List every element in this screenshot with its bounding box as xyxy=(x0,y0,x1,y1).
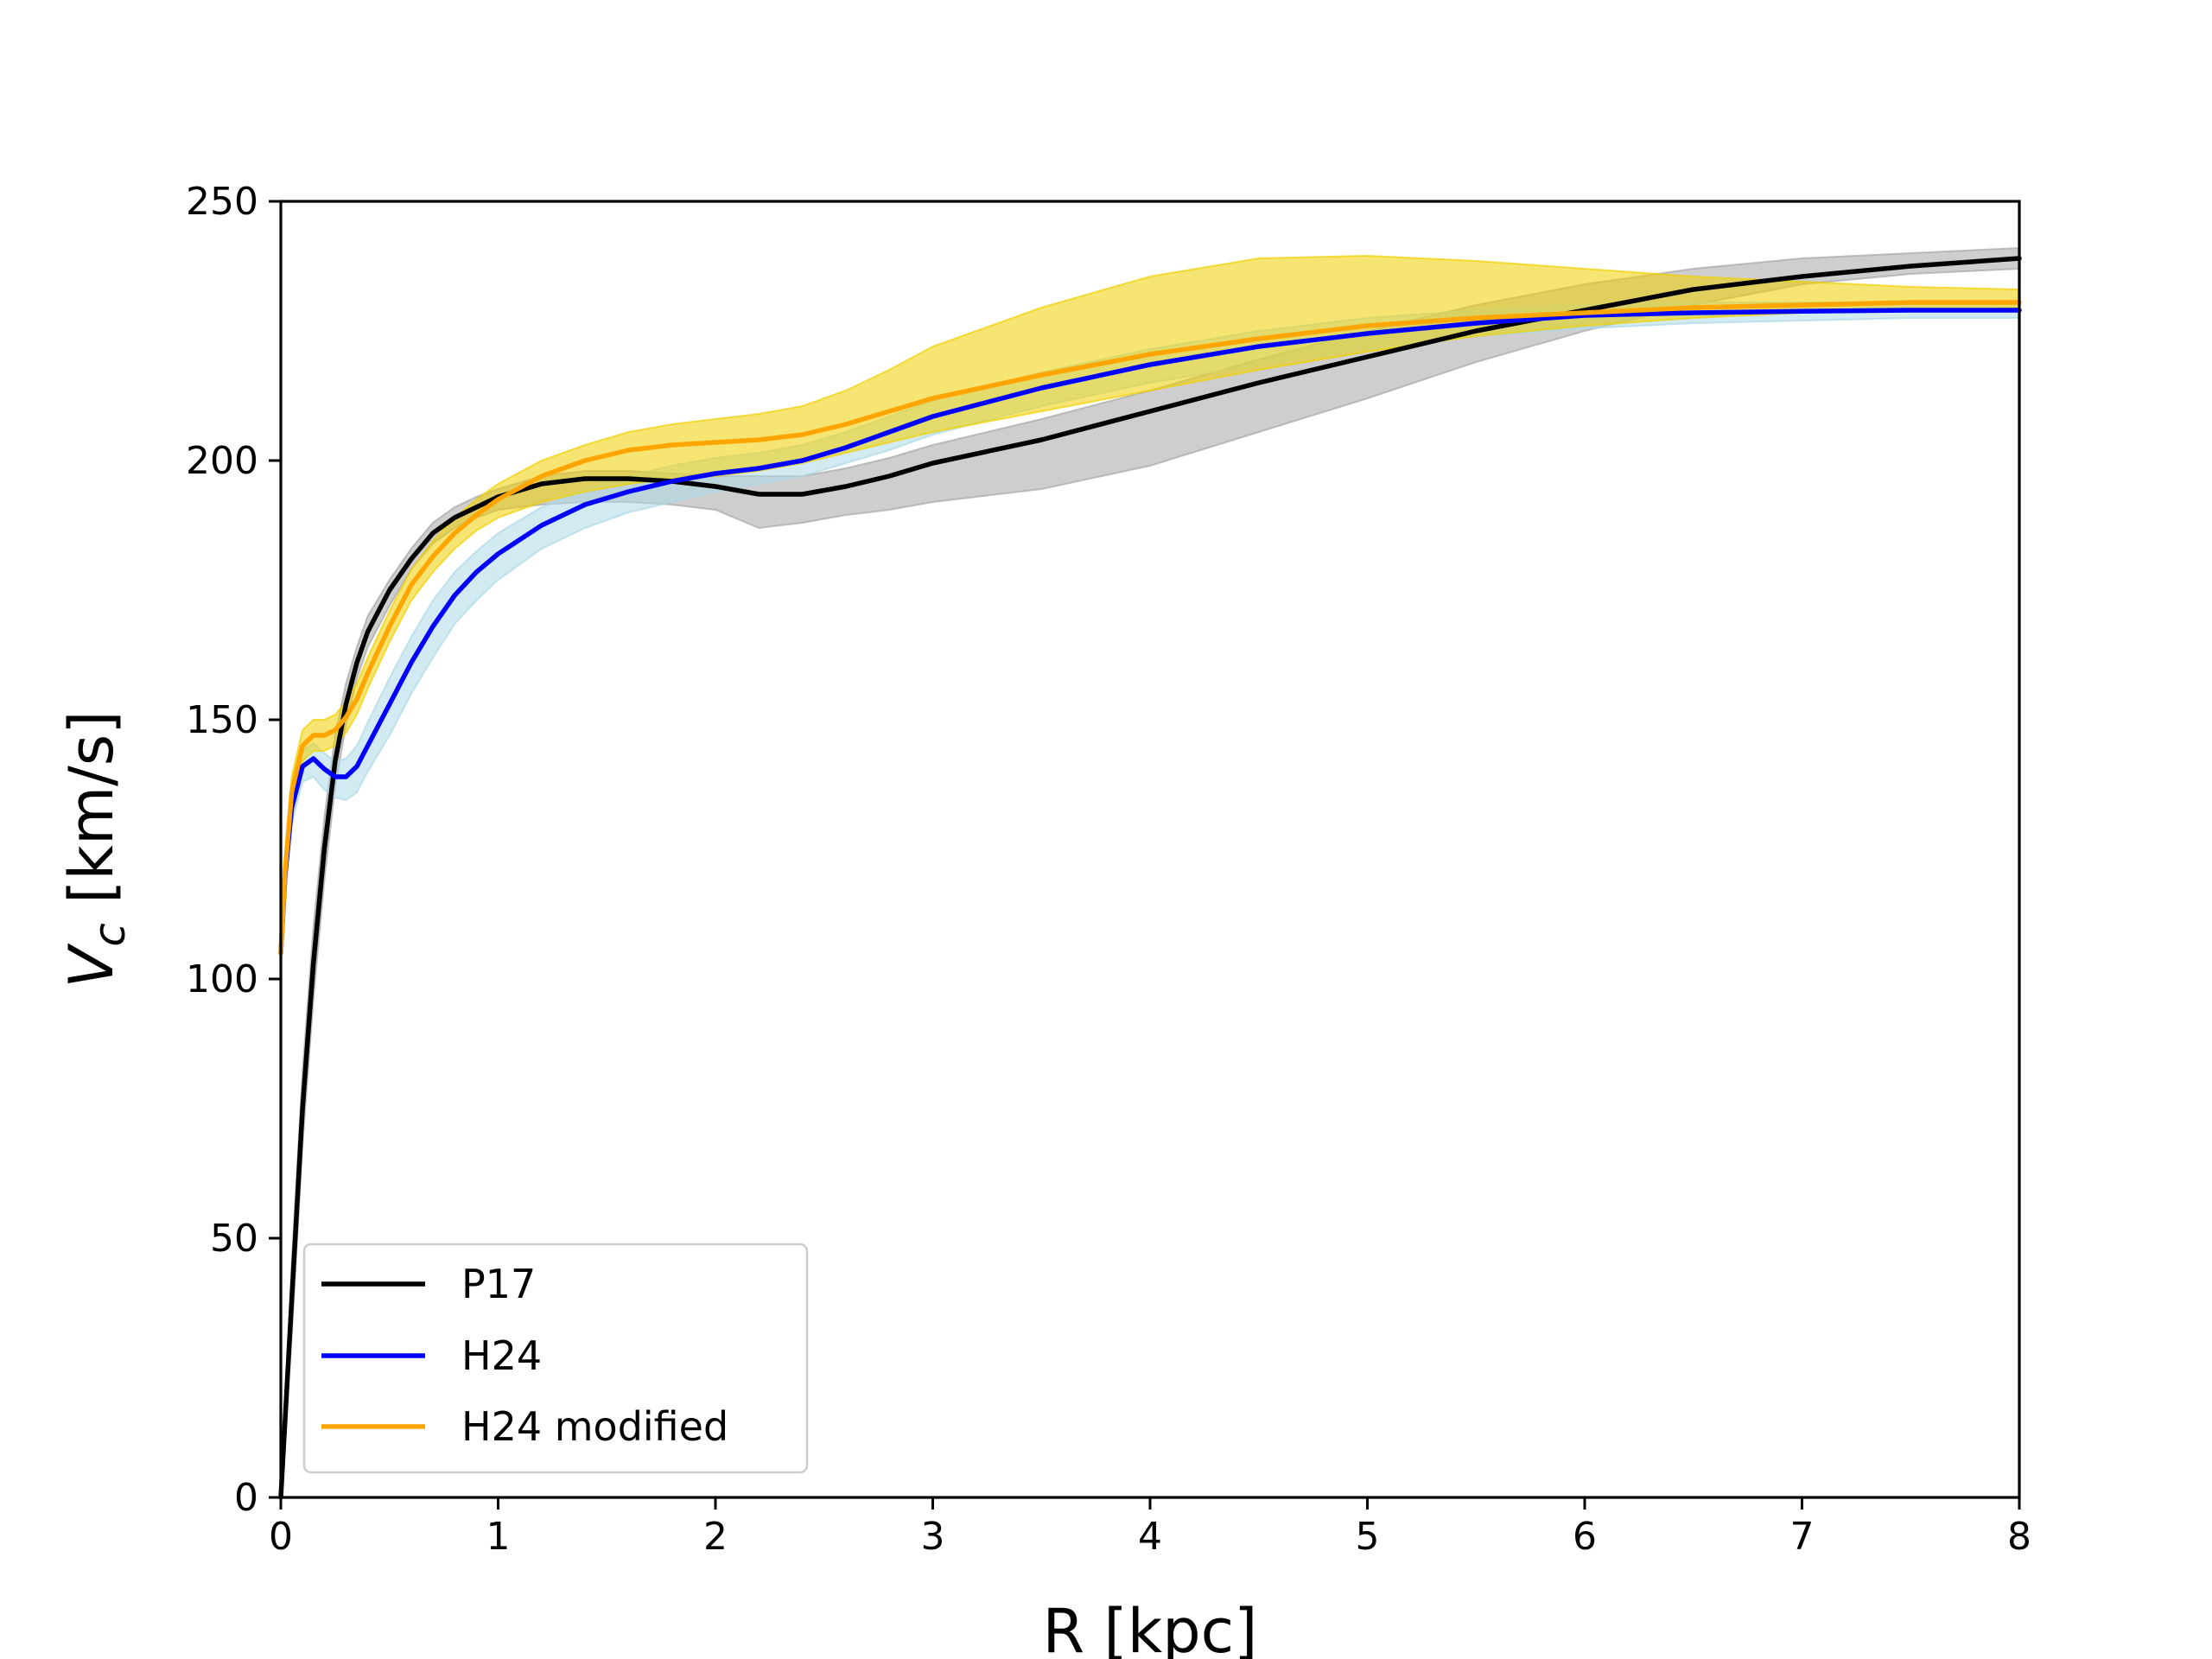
line-h24-modified xyxy=(278,300,2022,956)
legend: P17 H24 H24 modified xyxy=(302,1243,809,1474)
legend-label-h24-modified: H24 modified xyxy=(461,1403,728,1450)
x-axis-ticks: 0 1 2 3 4 5 6 7 8 xyxy=(269,1497,2031,1559)
x-tick-label: 6 xyxy=(1573,1515,1597,1559)
y-tick-label: 200 xyxy=(186,439,258,483)
y-axis-label-subscript: c xyxy=(85,923,135,947)
legend-label-h24: H24 xyxy=(461,1332,542,1379)
line-h24 xyxy=(278,308,2022,956)
series-lines xyxy=(278,256,2022,1500)
x-tick-label: 3 xyxy=(921,1515,945,1559)
y-axis-label-units: [km/s] xyxy=(56,710,127,923)
y-tick-label: 50 xyxy=(210,1217,258,1261)
y-tick-label: 0 xyxy=(234,1476,258,1520)
y-axis-label: Vc [km/s] xyxy=(56,710,135,988)
x-tick-label: 4 xyxy=(1138,1515,1162,1559)
y-axis-label-main: V xyxy=(56,944,127,988)
x-tick-label: 5 xyxy=(1356,1515,1380,1559)
y-tick-label: 100 xyxy=(186,957,258,1001)
x-tick-label: 8 xyxy=(2007,1515,2031,1559)
x-axis-label: R [kpc] xyxy=(1043,1596,1258,1659)
y-tick-label: 150 xyxy=(186,698,258,742)
x-tick-label: 0 xyxy=(269,1515,293,1559)
x-tick-label: 7 xyxy=(1790,1515,1815,1559)
y-axis-ticks: 0 50 100 150 200 250 xyxy=(186,180,281,1520)
x-tick-label: 2 xyxy=(703,1515,728,1559)
x-tick-label: 1 xyxy=(486,1515,511,1559)
legend-box xyxy=(302,1243,809,1474)
y-tick-label: 250 xyxy=(186,180,258,224)
legend-label-p17: P17 xyxy=(461,1261,536,1307)
